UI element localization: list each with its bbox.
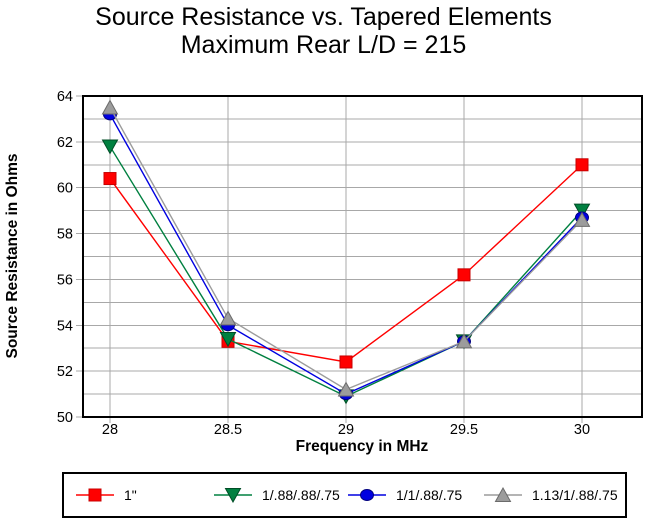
- y-tick-label: 56: [57, 272, 73, 288]
- x-tick-label: 30: [574, 422, 590, 438]
- data-series: [101, 99, 591, 405]
- legend-marker-triangle-up: [494, 487, 512, 502]
- x-tick-label: 29: [338, 422, 354, 438]
- legend-swatch-triangle-down: [214, 488, 252, 503]
- chart-title: Source Resistance vs. Tapered Elements: [95, 3, 552, 31]
- legend-label: 1": [124, 487, 137, 503]
- marker-triangle-up: [455, 333, 473, 349]
- legend-item: 1.13/1/.88/.75: [483, 487, 618, 503]
- legend-item: 1/.88/.88/.75: [213, 487, 340, 503]
- marker-square: [575, 158, 589, 172]
- y-tick-label: 54: [57, 318, 73, 334]
- y-tick-label: 50: [57, 410, 73, 426]
- legend-swatch-circle: [348, 489, 386, 501]
- tick-labels: 50 52 54 56 58 60 62 64 28 28.5 29 29.5 30: [57, 89, 590, 438]
- x-tick-label: 29.5: [450, 422, 478, 438]
- plot-border: [82, 95, 643, 418]
- marker-triangle-up: [101, 99, 119, 115]
- marker-triangle-down: [573, 203, 591, 219]
- marker-triangle-down: [219, 332, 237, 348]
- legend-item: 1": [75, 487, 137, 503]
- marker-triangle-down: [101, 139, 119, 155]
- plot-area: 50 52 54 56 58 60 62 64 28 28.5 29 29.5 30 Frequency…: [4, 89, 643, 455]
- legend: 1" 1/.88/.88/.75 1/1/.88/.75 1.13/1/.88/.75: [62, 472, 627, 518]
- x-axis-title: Frequency in MHz: [296, 438, 429, 455]
- gridlines: [76, 95, 642, 423]
- y-tick-label: 52: [57, 364, 73, 380]
- plot-frame: [82, 95, 643, 418]
- legend-marker-triangle-down: [224, 488, 242, 503]
- legend-marker-square: [88, 488, 102, 502]
- x-tick-label: 28: [102, 422, 118, 438]
- legend-item: 1/1/.88/.75: [347, 487, 462, 503]
- legend-label: 1/1/.88/.75: [396, 487, 463, 503]
- marker-square: [457, 268, 471, 282]
- legend-swatch-square: [76, 488, 114, 502]
- y-tick-label: 58: [57, 227, 73, 243]
- marker-square: [339, 355, 353, 369]
- y-tick-label: 64: [57, 89, 73, 105]
- y-tick-label: 60: [57, 181, 73, 197]
- marker-triangle-up: [337, 381, 355, 397]
- marker-triangle-up: [573, 211, 591, 227]
- y-tick-label: 62: [57, 135, 73, 151]
- y-axis-title: Source Resistance in Ohms: [4, 153, 21, 358]
- marker-square: [103, 172, 117, 186]
- legend-marker-circle: [360, 489, 374, 501]
- legend-label: 1/.88/.88/.75: [262, 487, 340, 503]
- chart-subtitle: Maximum Rear L/D = 215: [180, 31, 467, 59]
- x-tick-label: 28.5: [214, 422, 242, 438]
- legend-label: 1.13/1/.88/.75: [532, 487, 618, 503]
- legend-swatch-triangle-up: [484, 487, 522, 502]
- marker-triangle-up: [219, 310, 237, 326]
